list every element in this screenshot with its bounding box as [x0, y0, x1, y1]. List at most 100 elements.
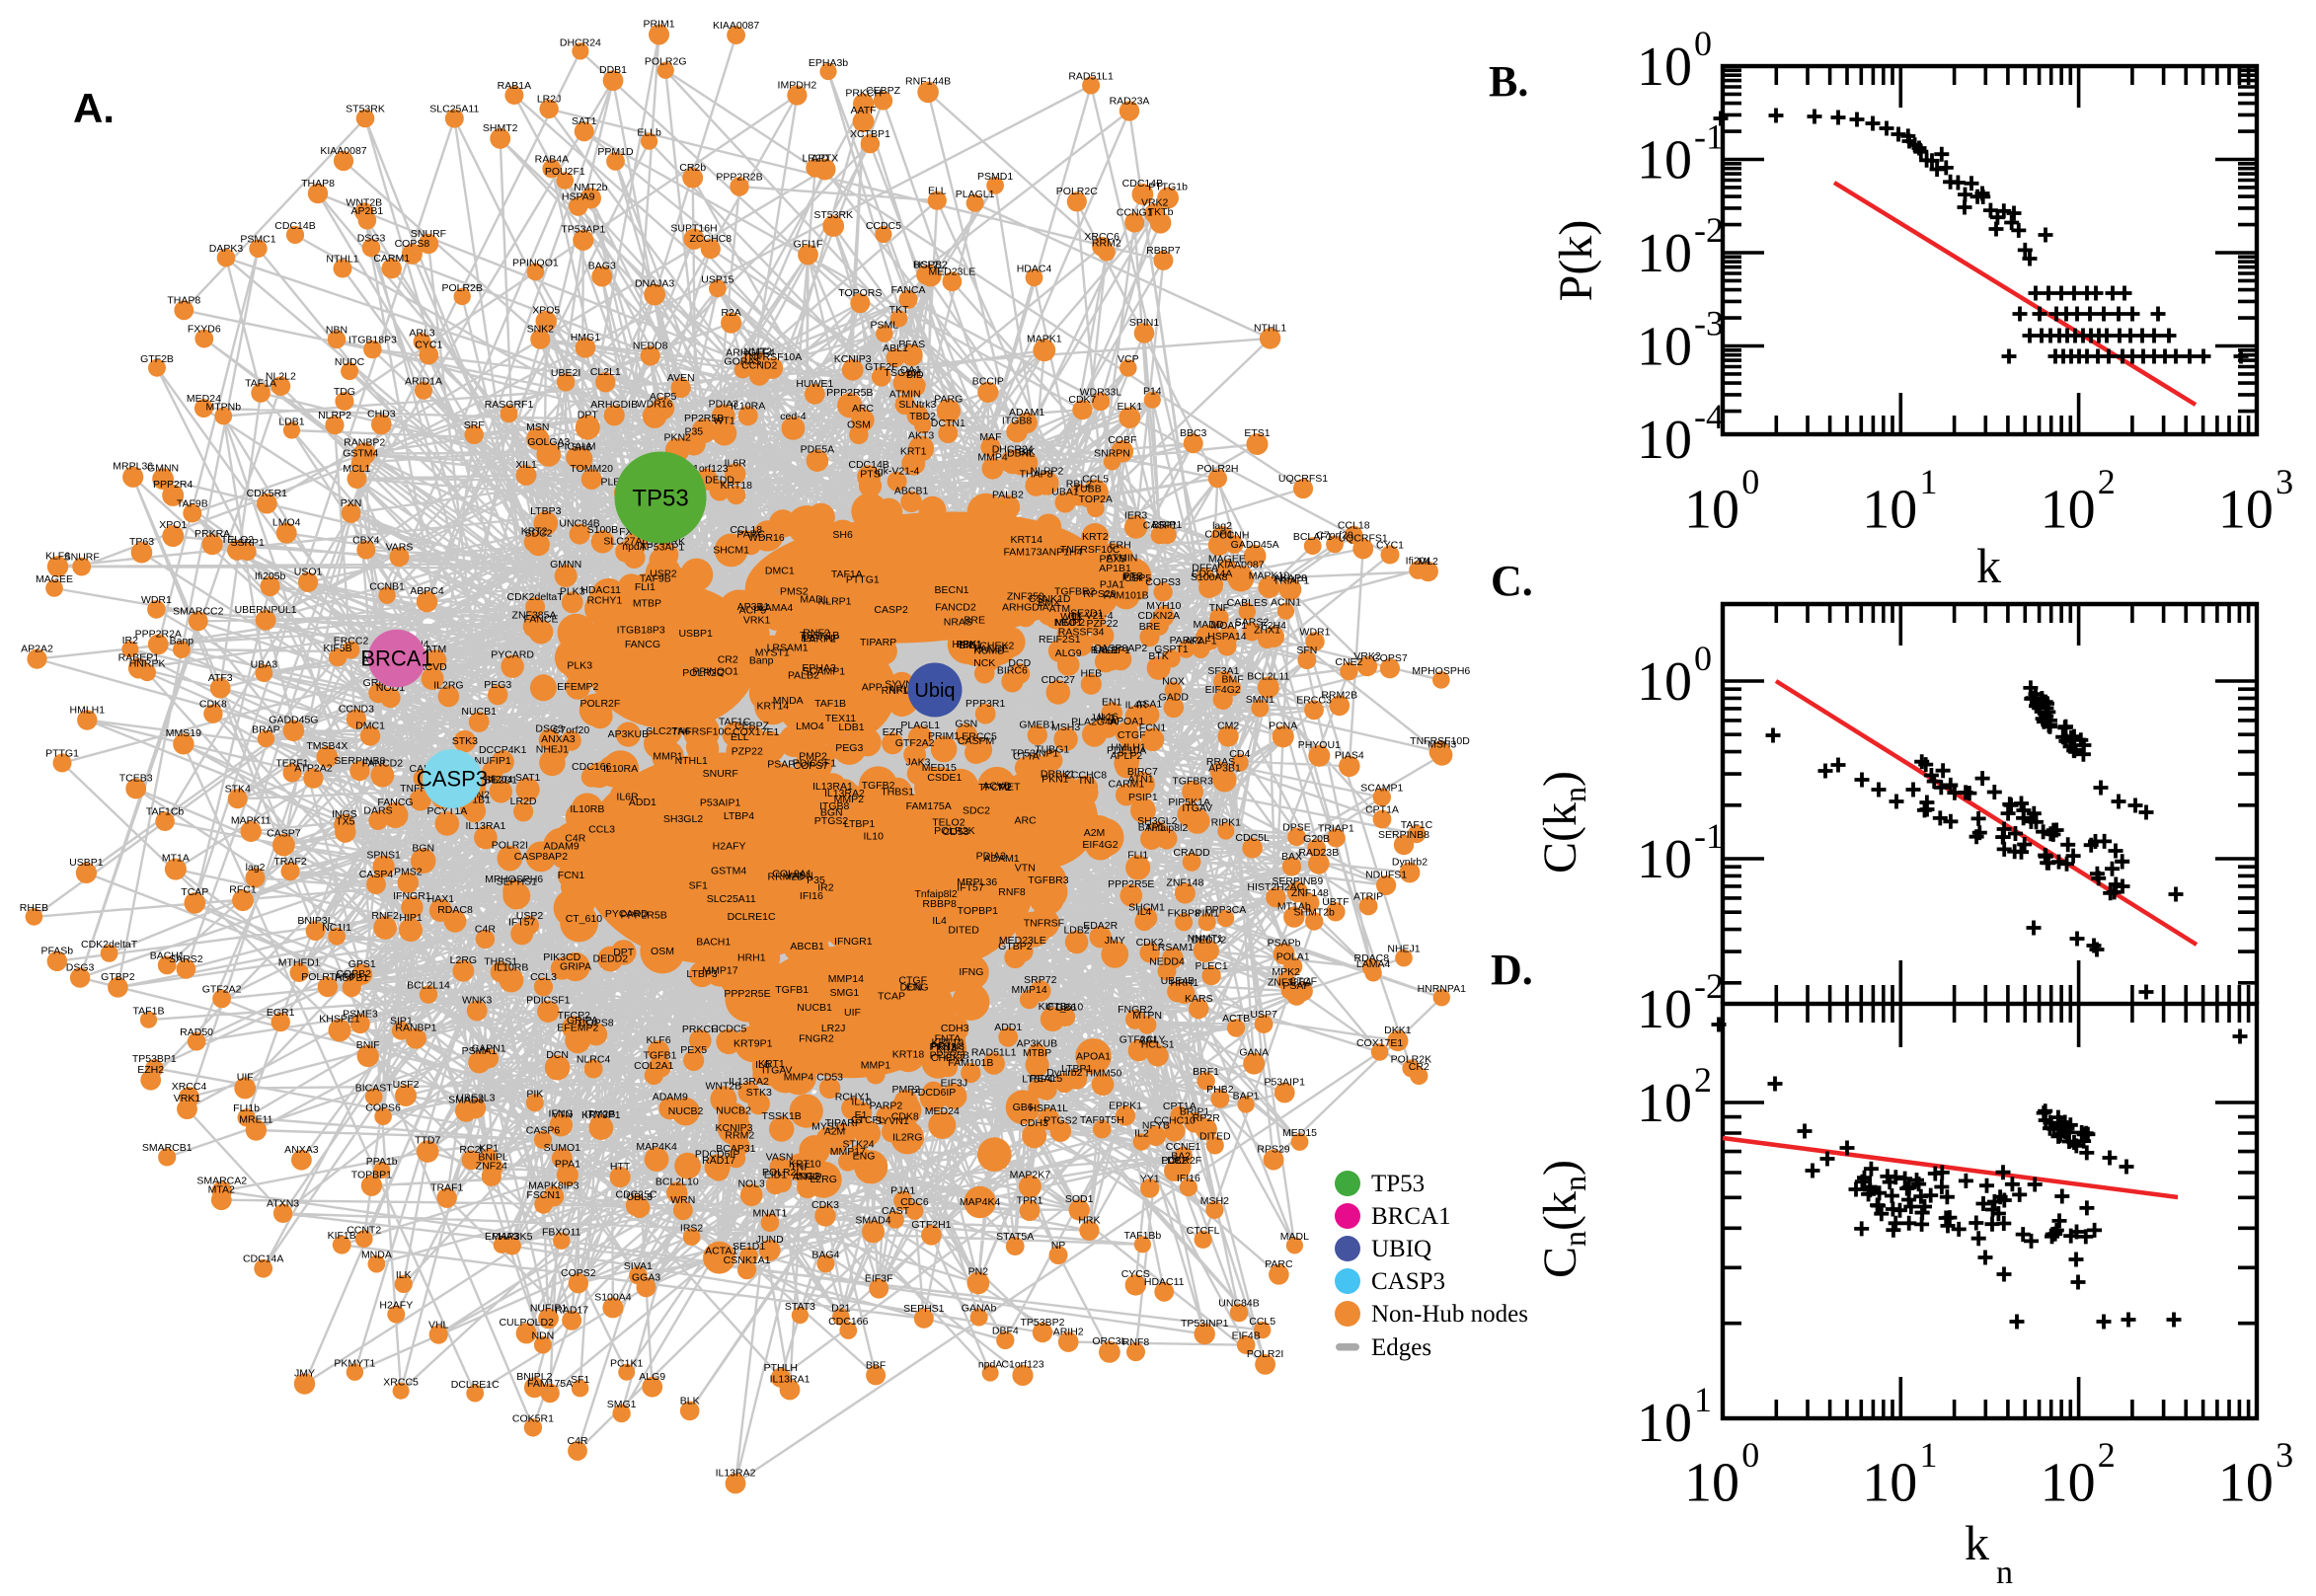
svg-text:ACLY: ACLY — [1139, 1034, 1166, 1046]
svg-text:GTBP2: GTBP2 — [998, 941, 1033, 952]
svg-text:TGFBR3: TGFBR3 — [1172, 775, 1213, 787]
svg-text:LTBP1: LTBP1 — [844, 818, 875, 830]
svg-text:FAM175A: FAM175A — [906, 800, 952, 812]
svg-text:UBE2L3: UBE2L3 — [456, 1093, 495, 1104]
svg-text:ST53RK: ST53RK — [813, 209, 853, 221]
svg-text:CD4: CD4 — [1229, 748, 1250, 760]
svg-text:GADD: GADD — [1159, 692, 1190, 704]
svg-text:GSTM4: GSTM4 — [343, 447, 378, 459]
svg-text:ST53RK: ST53RK — [346, 104, 385, 115]
svg-text:TAF1B: TAF1B — [814, 698, 846, 710]
svg-text:SNRPN: SNRPN — [1094, 447, 1130, 459]
svg-text:ATP2A2: ATP2A2 — [294, 762, 332, 774]
svg-text:SCAMP1: SCAMP1 — [1360, 783, 1403, 795]
svg-text:USBP1: USBP1 — [69, 857, 104, 869]
svg-text:10: 10 — [2041, 1452, 2096, 1513]
svg-text:MAPK8IP3: MAPK8IP3 — [528, 1180, 579, 1192]
svg-text:FKBP8: FKBP8 — [1168, 907, 1200, 919]
svg-text:BMF: BMF — [1222, 673, 1244, 685]
svg-text:PMS2: PMS2 — [780, 586, 809, 598]
svg-text:WDR16: WDR16 — [637, 398, 673, 410]
svg-text:IL13RA2: IL13RA2 — [729, 1076, 769, 1088]
svg-text:Dynlrb2: Dynlrb2 — [1392, 857, 1428, 869]
svg-text:PJA1: PJA1 — [1100, 578, 1124, 590]
svg-text:DSG3: DSG3 — [357, 233, 386, 245]
svg-text:TX5: TX5 — [336, 815, 354, 827]
svg-text:PEX5: PEX5 — [1099, 554, 1125, 566]
svg-text:HEB: HEB — [1081, 668, 1103, 680]
svg-text:HDAC11: HDAC11 — [580, 584, 621, 596]
svg-text:PEG3: PEG3 — [835, 742, 863, 754]
svg-text:BCL2L10: BCL2L10 — [656, 1177, 699, 1188]
svg-text:k: k — [1965, 1515, 1989, 1570]
svg-text:P53AIP1: P53AIP1 — [700, 798, 741, 809]
svg-text:DARS: DARS — [363, 805, 392, 817]
svg-text:DDB1: DDB1 — [599, 64, 627, 76]
svg-text:APP: APP — [862, 682, 883, 694]
svg-text:MAGEE: MAGEE — [36, 573, 73, 585]
svg-text:MMP1: MMP1 — [861, 1059, 890, 1071]
svg-text:PPP2R2B: PPP2R2B — [716, 171, 762, 183]
svg-text:ERCC5: ERCC5 — [962, 731, 997, 743]
svg-text:CCNH: CCNH — [1219, 529, 1249, 541]
svg-text:CASP7: CASP7 — [267, 828, 301, 840]
svg-text:SUMO1: SUMO1 — [544, 1142, 581, 1154]
svg-text:CDC5L: CDC5L — [1235, 832, 1270, 844]
svg-text:MSH2: MSH2 — [1200, 1195, 1229, 1207]
svg-text:BNIPL: BNIPL — [478, 1152, 508, 1164]
svg-text:BRE: BRE — [964, 615, 985, 627]
svg-text:EDA2R: EDA2R — [1083, 920, 1118, 932]
svg-text:SE1D1: SE1D1 — [733, 1241, 765, 1253]
svg-text:ALG9: ALG9 — [1055, 647, 1082, 659]
svg-text:0: 0 — [1694, 639, 1712, 678]
svg-text:NOL3: NOL3 — [737, 1178, 765, 1190]
svg-text:MSH3: MSH3 — [1428, 738, 1456, 750]
svg-text:VASN: VASN — [766, 1151, 794, 1163]
svg-text:PSMC1: PSMC1 — [240, 234, 275, 246]
svg-text:JUND: JUND — [756, 1234, 784, 1246]
svg-text:CBX4: CBX4 — [352, 535, 380, 547]
svg-text:BECN1: BECN1 — [934, 584, 968, 596]
svg-text:XRCC5: XRCC5 — [383, 1377, 419, 1389]
svg-text:TPR1: TPR1 — [1017, 1194, 1043, 1206]
svg-text:D.: D. — [1491, 946, 1533, 994]
svg-text:TNFRSF10C: TNFRSF10C — [671, 725, 732, 737]
svg-text:DITED: DITED — [1199, 1131, 1231, 1143]
svg-text:IFNG: IFNG — [959, 966, 983, 978]
svg-text:USP7: USP7 — [1250, 1009, 1277, 1021]
svg-text:WDR33L: WDR33L — [1080, 387, 1122, 399]
svg-text:ITGB8: ITGB8 — [1002, 416, 1033, 427]
svg-text:RBBP7: RBBP7 — [1146, 245, 1181, 257]
svg-text:NTHL1: NTHL1 — [675, 755, 708, 767]
svg-text:LR2J: LR2J — [537, 94, 562, 106]
svg-text:ZNF148: ZNF148 — [1291, 887, 1329, 899]
svg-text:TP53: TP53 — [632, 485, 688, 511]
svg-text:SMAD3: SMAD3 — [448, 1094, 484, 1105]
svg-text:PTHLH: PTHLH — [764, 1362, 798, 1374]
svg-text:PZP22: PZP22 — [1086, 618, 1118, 630]
svg-text:NUCB1: NUCB1 — [461, 706, 497, 718]
svg-text:SLC25A11: SLC25A11 — [707, 893, 756, 905]
svg-text:PDIA3: PDIA3 — [976, 850, 1007, 862]
svg-text:ABPC4: ABPC4 — [410, 585, 444, 597]
svg-text:CTCFL: CTCFL — [851, 1114, 885, 1126]
svg-text:CCND2: CCND2 — [741, 359, 777, 371]
svg-text:NMT2: NMT2 — [743, 346, 772, 358]
svg-text:CASP8AP2: CASP8AP2 — [1094, 643, 1147, 654]
svg-text:PTS: PTS — [860, 469, 880, 481]
svg-text:CCHC10: CCHC10 — [1154, 1115, 1196, 1127]
svg-text:RASSF34: RASSF34 — [1058, 627, 1105, 639]
svg-text:S100B: S100B — [587, 524, 619, 536]
svg-text:Ifi205b: Ifi205b — [255, 570, 286, 582]
svg-text:BAG3: BAG3 — [588, 261, 616, 272]
svg-text:SAT1: SAT1 — [515, 772, 541, 784]
svg-text:ZNF148: ZNF148 — [1166, 877, 1203, 889]
svg-text:BRIP1: BRIP1 — [1180, 1106, 1210, 1118]
svg-text:A.: A. — [73, 85, 115, 131]
svg-text:C1orf123: C1orf123 — [1001, 1359, 1043, 1371]
svg-text:DBNL: DBNL — [1007, 447, 1035, 459]
svg-text:NEO1: NEO1 — [1054, 617, 1083, 629]
svg-text:10: 10 — [1637, 1073, 1692, 1134]
svg-text:TELO2: TELO2 — [932, 817, 965, 829]
svg-text:ACTA1: ACTA1 — [705, 1245, 737, 1256]
